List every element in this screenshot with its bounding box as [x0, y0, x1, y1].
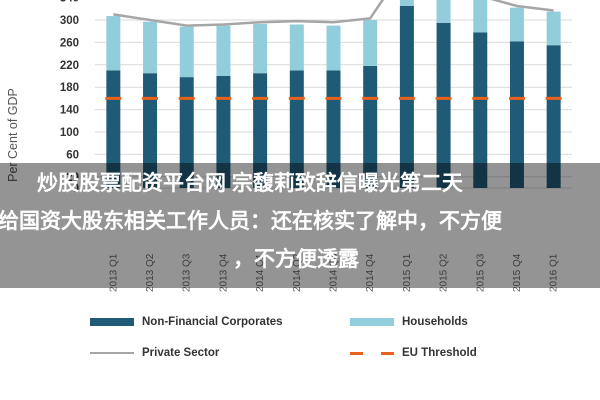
y-tick-label: 0 [73, 183, 79, 195]
overlay-headline-2: 给国资大股东相关工作人员：还在核实了解中，不方便 [0, 210, 502, 233]
x-tick-label: 2014 Q4 [365, 253, 376, 292]
x-tick-label: 2014 Q1 [255, 253, 266, 292]
legend-swatch-eu-threshold [350, 351, 394, 355]
bar-non-financial-corporates [436, 22, 451, 188]
y-tick-label: 100 [60, 127, 79, 139]
bar-households [289, 24, 304, 71]
x-tick-label: 2015 Q1 [402, 253, 413, 292]
bar-households [509, 7, 524, 42]
legend-label: Private Sector [142, 347, 220, 359]
legend-label: EU Threshold [402, 347, 477, 359]
x-tick-label: 2015 Q2 [439, 253, 450, 292]
legend-item-non-financial-corporates: Non-Financial Corporates [90, 316, 283, 328]
x-tick-label: 2013 Q4 [218, 253, 229, 292]
y-tick-label: 140 [60, 105, 79, 117]
legend-item-private-sector: Private Sector [90, 347, 219, 359]
bar-households [363, 20, 378, 66]
bar-non-financial-corporates [179, 77, 194, 188]
x-tick-label: 2015 Q4 [512, 253, 523, 292]
bar-non-financial-corporates [253, 73, 268, 188]
line-private-sector [113, 0, 554, 27]
y-tick-label: 20 [66, 172, 79, 184]
legend-swatch-households [350, 318, 394, 326]
bar-non-financial-corporates [509, 41, 524, 188]
overlay-headline-1: 炒股股票配资平台网 宗馥莉致辞信曝光第二天 [37, 172, 463, 195]
legend-swatch-non-financial-corporates [90, 318, 134, 326]
legend-label: Non-Financial Corporates [142, 316, 283, 328]
legend: Non-Financial Corporates Households Priv… [0, 300, 600, 400]
bar-households [546, 11, 561, 46]
x-tick-label: 2015 Q3 [475, 253, 486, 292]
bar-non-financial-corporates [546, 45, 561, 189]
lines [105, 0, 562, 100]
y-tick-label: 260 [60, 37, 79, 49]
bars [106, 0, 561, 189]
legend-label: Households [402, 316, 468, 328]
bar-households [179, 26, 194, 78]
overlay-headline-3: ，不方便透露 [233, 248, 359, 271]
x-tick-label: 2014 Q3 [329, 253, 340, 292]
bar-households [473, 0, 488, 33]
legend-item-eu-threshold: EU Threshold [350, 347, 477, 359]
bar-households [253, 23, 268, 74]
bar-households [326, 25, 341, 71]
bar-households [399, 0, 414, 6]
x-axis-labels: 2013 Q1 2013 Q2 2013 Q3 2013 Q4 2014 Q1 2014 … [108, 253, 559, 292]
x-tick-label: 2013 Q2 [145, 253, 156, 292]
y-axis: 02060100140180220260300340380400440 [60, 0, 79, 195]
x-tick-label: 2013 Q1 [108, 253, 119, 292]
x-tick-label: 2013 Q3 [182, 253, 193, 292]
bar-households [216, 25, 231, 77]
legend-item-households: Households [350, 316, 468, 328]
y-axis-label: Per Cent of GDP [6, 88, 20, 182]
y-tick-label: 340 [60, 0, 79, 5]
chart: 02060100140180220260300340380400440 Per … [6, 0, 572, 292]
bar-non-financial-corporates [216, 76, 231, 188]
legend-swatch-private-sector [90, 352, 134, 354]
bar-non-financial-corporates [143, 73, 158, 188]
y-tick-label: 180 [60, 82, 79, 94]
news-overlay-banner[interactable]: 炒股股票配资平台网 宗馥莉致辞信曝光第二天 给国资大股东相关工作人员：还在核实了… [0, 163, 600, 288]
bar-households [436, 0, 451, 23]
bar-non-financial-corporates [473, 32, 488, 188]
y-tick-label: 300 [60, 15, 79, 27]
y-tick-label: 60 [66, 149, 79, 161]
y-tick-label: 220 [60, 60, 79, 72]
x-tick-label: 2014 Q2 [292, 253, 303, 292]
x-tick-label: 2016 Q1 [549, 253, 560, 292]
bar-households [106, 16, 121, 71]
bar-households [143, 21, 158, 74]
bar-non-financial-corporates [363, 65, 378, 188]
